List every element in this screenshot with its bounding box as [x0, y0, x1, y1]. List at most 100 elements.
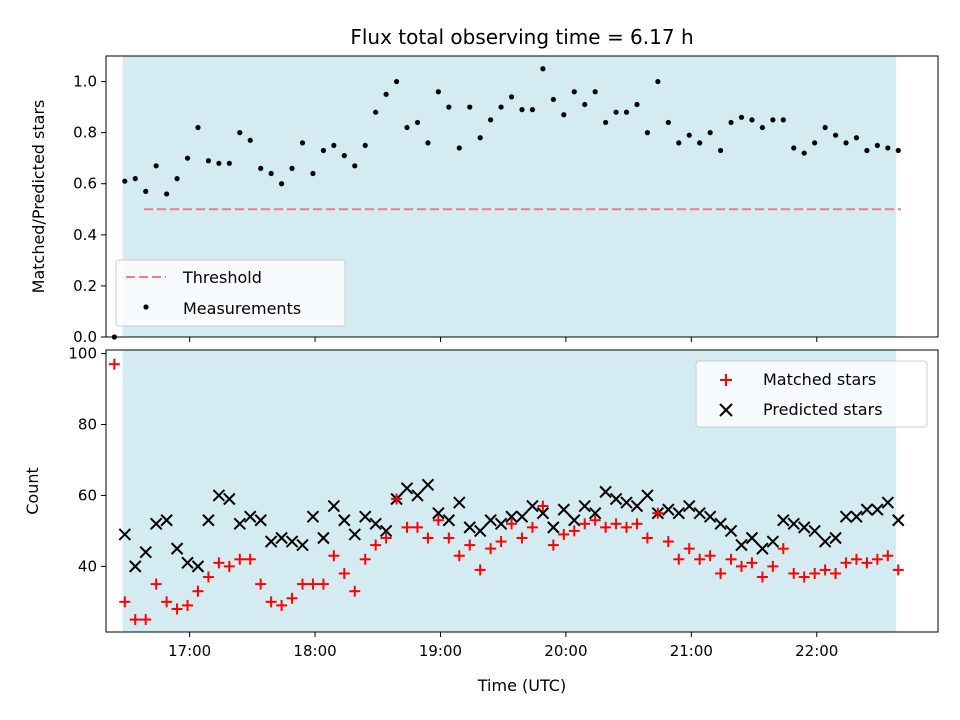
matched-star-point	[286, 592, 298, 604]
measurement-point	[550, 96, 556, 103]
predicted-star-point	[453, 496, 466, 509]
predicted-star-point	[588, 506, 602, 520]
y-tick-label: 0.8	[73, 124, 97, 142]
measurement-point	[237, 130, 243, 136]
ratio-panel: 0.0 0.2 0.4 0.6 0.8 1.0 Matched/Predicted sta…	[29, 55, 939, 346]
matched-star-point	[432, 514, 444, 526]
matched-star-point	[244, 553, 256, 565]
measurement-point	[258, 165, 264, 171]
y-tick-label: 40	[78, 557, 97, 575]
legend-matched-swatch	[720, 374, 732, 386]
predicted-star-point	[881, 496, 895, 509]
measurement-point	[498, 104, 504, 110]
measurement-point	[268, 170, 274, 177]
matched-star-point	[547, 539, 559, 551]
x-tick-label: 18:00	[293, 642, 336, 660]
measurement-point	[153, 163, 159, 169]
predicted-star-point	[568, 514, 581, 527]
matched-star-point	[589, 514, 601, 526]
measurement-point	[488, 117, 494, 123]
matched-star-point	[411, 521, 423, 533]
matched-star-point	[683, 543, 695, 555]
matched-star-point	[223, 560, 235, 572]
measurement-point	[561, 112, 567, 118]
matched-star-point	[464, 539, 476, 551]
predicted-star-point	[515, 510, 529, 523]
top-y-axis-label: Matched/Predicted stars	[29, 100, 48, 294]
predicted-star-point	[212, 489, 226, 502]
matched-star-point	[694, 553, 706, 565]
predicted-star-point	[892, 514, 905, 527]
predicted-star-point	[693, 506, 706, 520]
matched-star-point	[265, 596, 277, 608]
measurement-point	[383, 91, 389, 97]
y-tick-label: 0.2	[73, 277, 97, 295]
predicted-star-point	[850, 510, 863, 523]
matched-star-point	[443, 532, 455, 544]
predicted-star-point	[620, 496, 633, 509]
predicted-star-point	[703, 510, 717, 523]
measurement-point	[352, 163, 358, 169]
predicted-star-point	[442, 514, 456, 527]
measurement-point	[582, 101, 588, 108]
measurement-point	[676, 140, 682, 146]
matched-star-point	[506, 518, 518, 530]
matched-star-point	[140, 614, 152, 626]
matched-star-point	[338, 567, 350, 579]
measurement-point	[843, 140, 849, 146]
matched-star-point	[182, 599, 194, 611]
measurement-point	[728, 119, 734, 126]
measurement-point	[780, 117, 786, 123]
measurement-point	[341, 153, 347, 159]
measurement-point	[508, 94, 515, 100]
matched-star-point	[809, 567, 821, 579]
measurement-point	[864, 147, 870, 154]
matched-star-point	[370, 539, 382, 551]
x-tick-label: 22:00	[795, 642, 838, 660]
measurement-point	[519, 107, 525, 113]
measurement-point	[738, 114, 745, 120]
matched-star-point	[495, 536, 507, 548]
matched-star-point	[171, 603, 183, 615]
measurement-point	[613, 109, 619, 115]
matched-star-point	[777, 543, 789, 555]
measurement-point	[717, 147, 724, 154]
measurement-point	[540, 66, 546, 72]
matched-star-point	[108, 358, 120, 370]
y-tick-label: 0.4	[73, 226, 97, 244]
predicted-star-point	[829, 531, 842, 545]
measurement-point	[373, 109, 379, 115]
matched-star-point	[579, 518, 591, 530]
matched-star-point	[798, 571, 810, 583]
matched-star-point	[871, 553, 883, 565]
predicted-star-point	[860, 503, 874, 516]
matched-star-point	[391, 493, 403, 505]
predicted-star-point	[463, 521, 476, 534]
predicted-star-point	[536, 506, 550, 520]
measurement-point	[331, 142, 337, 149]
measurement-point	[707, 130, 713, 136]
legend-threshold-label: Threshold	[182, 268, 262, 287]
measurement-point	[791, 145, 797, 151]
predicted-star-point	[306, 510, 320, 523]
matched-star-point	[610, 518, 622, 530]
matched-star-point	[756, 571, 768, 583]
measurement-point	[571, 89, 577, 95]
measurement-point	[529, 107, 536, 113]
measurement-point	[362, 142, 368, 149]
predicted-star-point	[672, 506, 685, 520]
matched-star-point	[673, 553, 685, 565]
measurement-point	[885, 145, 891, 151]
matched-star-point	[600, 521, 612, 533]
measurement-point	[603, 119, 609, 126]
legend-measurements-swatch	[143, 304, 149, 310]
matched-star-point	[380, 532, 392, 544]
predicted-star-point	[798, 521, 811, 534]
bottom-y-ticks: 40 60 80 100	[68, 345, 106, 575]
measurement-point	[446, 104, 452, 110]
matched-star-point	[819, 564, 831, 576]
measurement-point	[822, 124, 828, 131]
matched-star-point	[840, 557, 852, 569]
predicted-star-point	[818, 535, 832, 548]
